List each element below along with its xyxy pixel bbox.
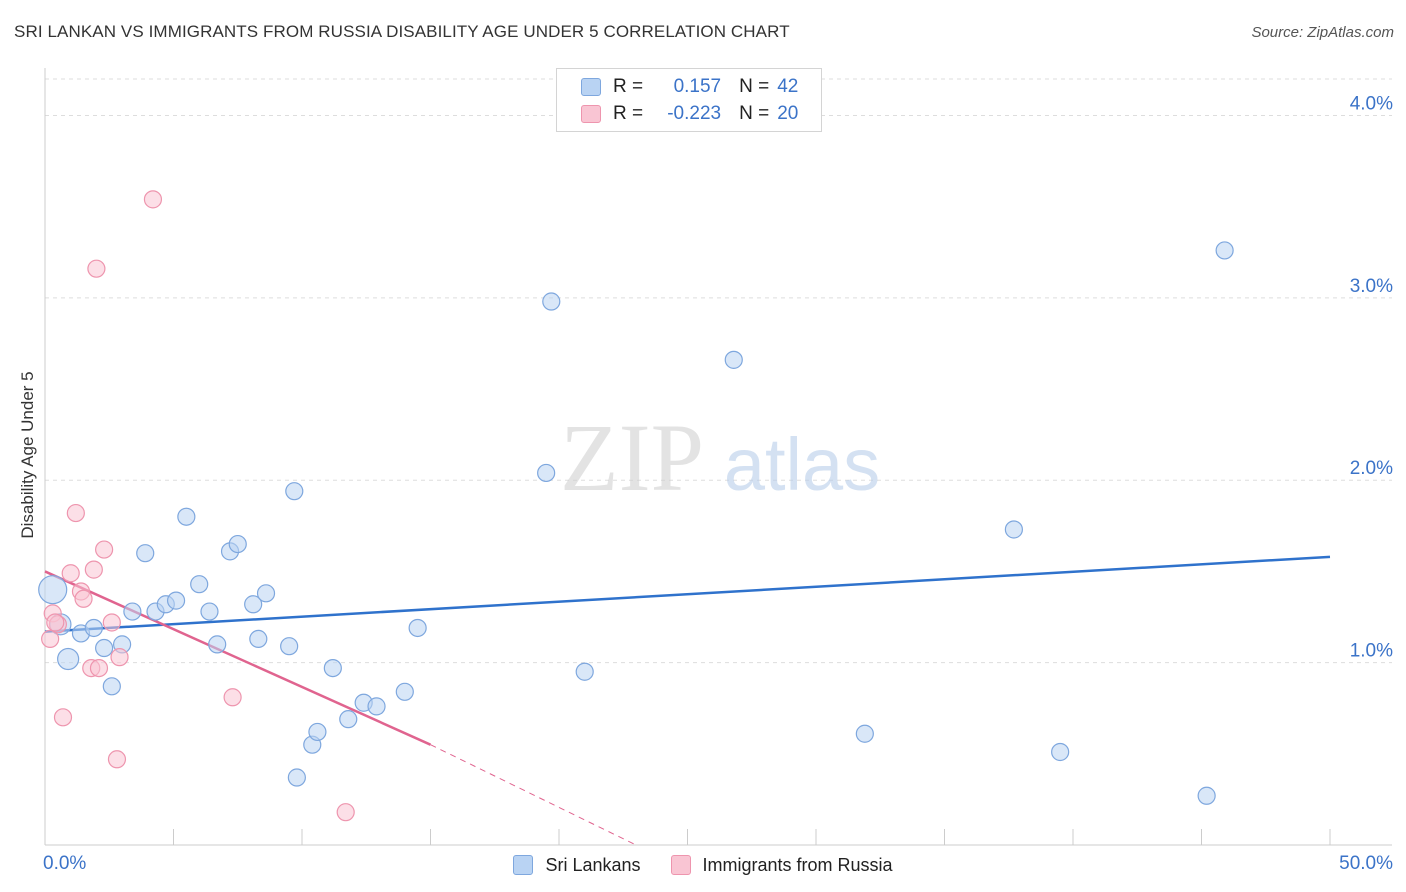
- correlation-legend: R = 0.157 N = 42 R = -0.223 N = 20: [556, 68, 822, 132]
- legend-r-label: R =: [613, 103, 644, 124]
- point-immigrants-russia: [87, 259, 106, 278]
- point-sri-lankans: [280, 637, 299, 656]
- y-tick-label: 3.0%: [1350, 276, 1393, 297]
- point-sri-lankans: [287, 768, 306, 787]
- point-sri-lankans: [228, 534, 247, 554]
- point-sri-lankans: [724, 350, 743, 369]
- point-immigrants-russia: [53, 708, 73, 727]
- point-sri-lankans: [575, 662, 594, 681]
- point-sri-lankans: [323, 658, 342, 678]
- legend-swatch-blue: [513, 855, 534, 875]
- legend-r-label: R =: [613, 76, 644, 97]
- legend-swatch-pink: [670, 855, 691, 875]
- point-sri-lankans: [339, 710, 358, 729]
- trendlines: [44, 555, 1331, 846]
- watermark-zip: ZIP: [560, 404, 704, 511]
- point-immigrants-russia: [223, 688, 242, 707]
- trendline-sri-lankans: [44, 555, 1331, 633]
- legend-swatch-pink: [581, 105, 601, 123]
- tick-labels: 1.0% 2.0% 3.0% 4.0% 0.0% 50.0%: [43, 93, 1393, 874]
- point-sri-lankans: [1004, 520, 1023, 539]
- point-sri-lankans: [102, 677, 121, 696]
- legend-r-value: -0.223: [667, 103, 722, 124]
- point-immigrants-russia: [74, 589, 93, 608]
- point-sri-lankans: [38, 575, 68, 605]
- point-sri-lankans: [57, 647, 80, 671]
- y-tick-label: 4.0%: [1350, 93, 1393, 114]
- point-sri-lankans: [537, 463, 556, 483]
- point-immigrants-russia: [66, 503, 85, 523]
- point-immigrants-russia: [107, 750, 127, 769]
- point-sri-lankans: [1215, 241, 1234, 260]
- axes: [44, 68, 1392, 846]
- point-sri-lankans: [542, 292, 561, 311]
- legend-n-value: 20: [777, 103, 799, 124]
- point-sri-lankans: [308, 722, 327, 742]
- point-sri-lankans: [367, 697, 386, 716]
- point-sri-lankans: [1051, 742, 1070, 762]
- y-tick-label: 1.0%: [1350, 641, 1393, 662]
- point-immigrants-russia: [84, 560, 103, 579]
- point-sri-lankans: [249, 629, 268, 649]
- point-immigrants-russia: [41, 629, 60, 649]
- legend-n-value: 42: [777, 76, 799, 97]
- x-tick-label: 50.0%: [1339, 853, 1393, 874]
- legend-n-label: N =: [739, 76, 770, 97]
- point-immigrants-russia: [89, 658, 109, 678]
- legend-swatch-blue: [581, 78, 601, 96]
- legend-item-sri-lankans[interactable]: Sri Lankans: [513, 854, 641, 876]
- point-sri-lankans: [395, 682, 414, 701]
- point-sri-lankans: [256, 584, 276, 603]
- point-immigrants-russia: [95, 540, 114, 559]
- point-sri-lankans: [84, 618, 103, 638]
- legend-r-value: 0.157: [673, 76, 722, 97]
- point-sri-lankans: [190, 575, 209, 594]
- point-sri-lankans: [408, 618, 427, 638]
- point-sri-lankans: [136, 544, 155, 563]
- source-label: Source: ZipAtlas.com: [1251, 24, 1394, 41]
- legend-item-immigrants-russia[interactable]: Immigrants from Russia: [670, 854, 893, 876]
- point-sri-lankans: [166, 591, 186, 610]
- trendline-immigrants-russia: [44, 570, 432, 746]
- point-immigrants-russia: [46, 613, 65, 632]
- watermark-atlas: atlas: [724, 423, 880, 506]
- point-sri-lankans: [208, 635, 227, 654]
- y-tick-label: 2.0%: [1350, 458, 1393, 479]
- gridlines: [45, 78, 1392, 664]
- point-sri-lankans: [244, 595, 263, 614]
- point-immigrants-russia: [102, 613, 121, 632]
- point-sri-lankans: [95, 638, 114, 658]
- legend-n-label: N =: [739, 103, 770, 124]
- point-immigrants-russia: [110, 648, 129, 667]
- legend-label: Immigrants from Russia: [702, 854, 893, 875]
- trendline-immigrants-russia-extension: [430, 744, 637, 846]
- point-sri-lankans: [855, 724, 874, 743]
- point-sri-lankans: [285, 482, 304, 501]
- legend-label: Sri Lankans: [545, 854, 641, 875]
- point-sri-lankans: [177, 507, 196, 526]
- point-immigrants-russia: [61, 564, 80, 583]
- data-points: [38, 190, 1234, 822]
- series-legend: Sri Lankans Immigrants from Russia: [0, 852, 1406, 878]
- point-sri-lankans: [123, 602, 142, 621]
- point-sri-lankans: [1197, 786, 1216, 805]
- point-immigrants-russia: [143, 190, 163, 209]
- point-sri-lankans: [200, 602, 219, 621]
- chart-title: SRI LANKAN VS IMMIGRANTS FROM RUSSIA DIS…: [14, 22, 790, 41]
- legend-row-immigrants-russia: R = -0.223 N = 20: [581, 102, 798, 126]
- point-immigrants-russia: [336, 803, 355, 822]
- x-tick-label: 0.0%: [43, 853, 86, 874]
- watermark: ZIP atlas: [560, 404, 880, 511]
- legend-row-sri-lankans: R = 0.157 N = 42: [581, 75, 798, 99]
